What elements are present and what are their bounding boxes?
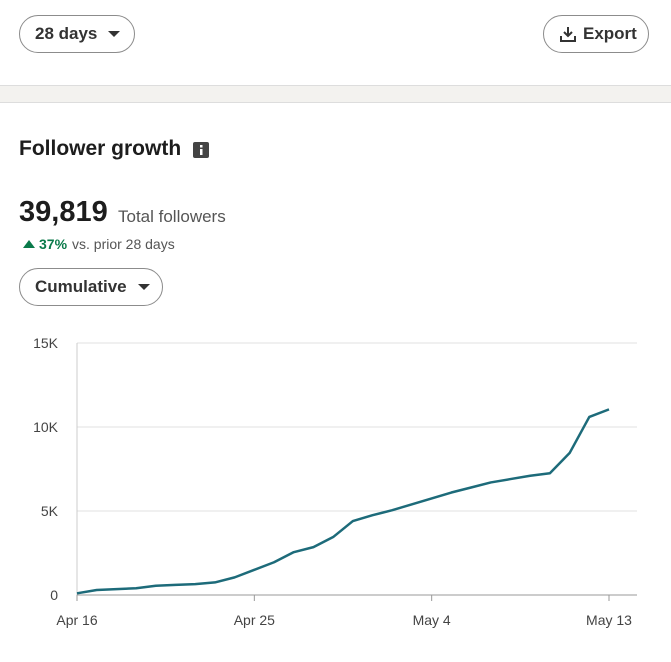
x-tick-label: May 4 [413, 612, 451, 628]
x-tick-label: Apr 16 [56, 612, 97, 628]
line [76, 408, 610, 595]
y-tick-label: 0 [50, 587, 58, 603]
range-dropdown[interactable]: 28 days [19, 15, 135, 53]
y-tick-label: 5K [41, 503, 59, 519]
export-label: Export [583, 24, 637, 43]
up-icon [23, 240, 35, 248]
export-button[interactable]: Export [543, 15, 649, 53]
chart: 0 5K 10K 15K Apr 16 Apr 25 May 4 May 13 [33, 335, 637, 628]
total-label: Total followers [118, 207, 226, 226]
divider [0, 85, 671, 103]
y-tick-label: 10K [33, 419, 59, 435]
x-tick-label: Apr 25 [234, 612, 275, 628]
range-label: 28 days [35, 24, 98, 43]
mode-dropdown[interactable]: Cumulative [19, 268, 163, 306]
x-tick-label: May 13 [586, 612, 632, 628]
caret-icon [137, 284, 150, 290]
caret-icon [108, 31, 121, 37]
total-value: 39,819 [19, 196, 108, 228]
mode-label: Cumulative [35, 277, 127, 296]
info-icon[interactable] [193, 142, 209, 158]
download-icon [560, 27, 576, 42]
change-value: 37% [39, 236, 68, 252]
change-label: vs. prior 28 days [72, 236, 175, 252]
section-title: Follower growth [19, 137, 182, 160]
y-tick-label: 15K [33, 335, 59, 351]
